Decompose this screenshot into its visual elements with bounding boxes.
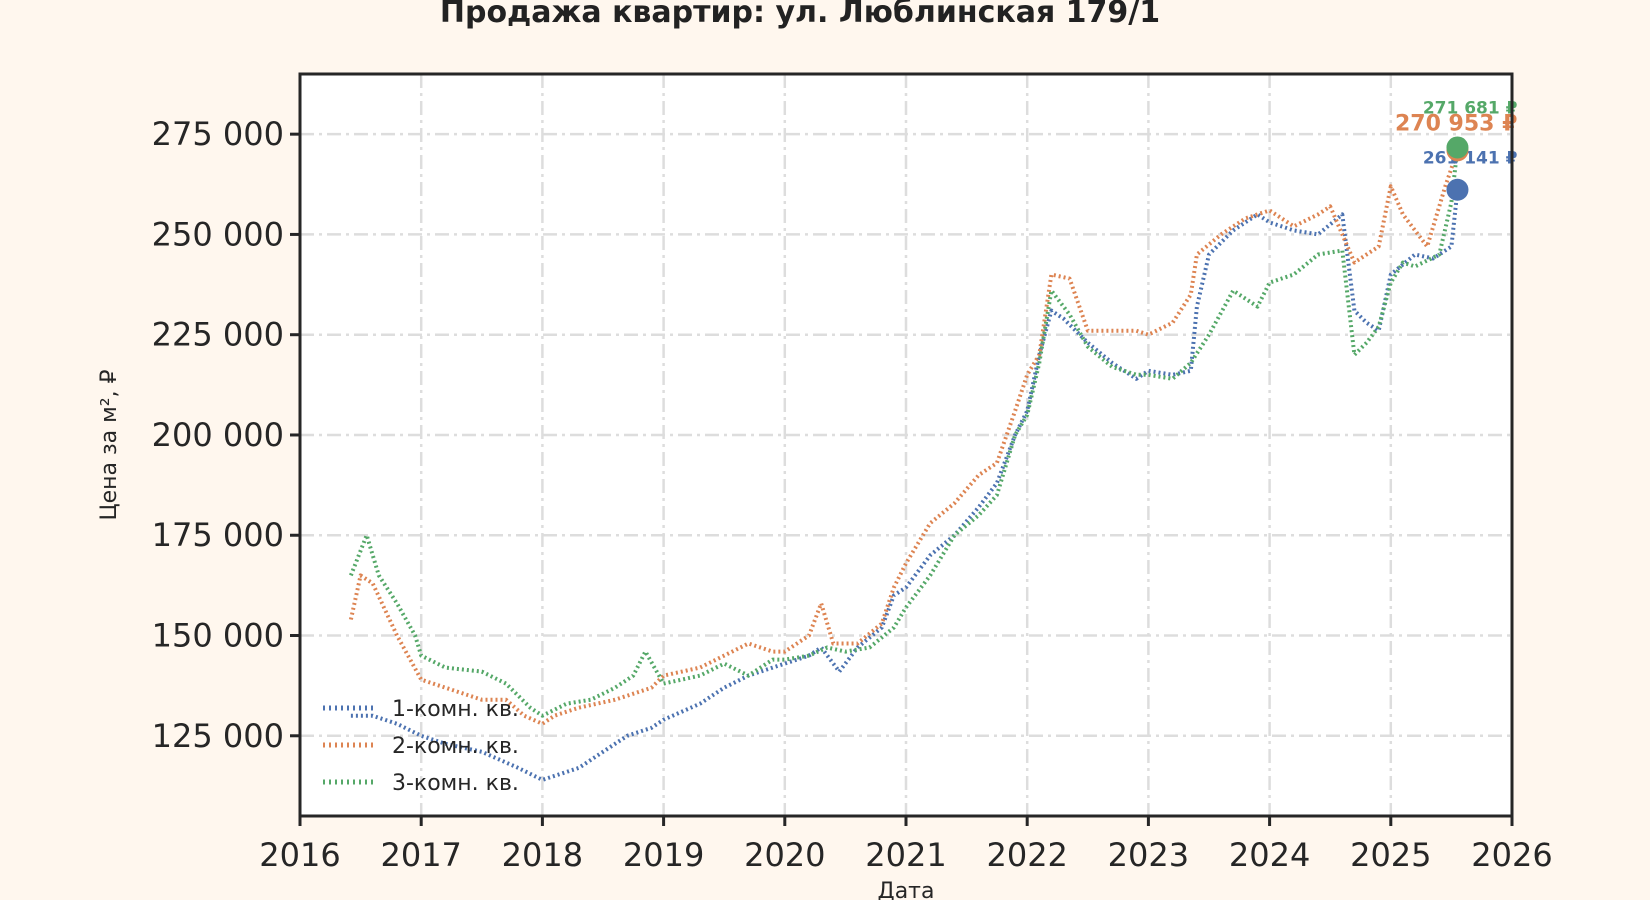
y-tick-label: 150 000 xyxy=(152,617,284,655)
x-tick-label: 2023 xyxy=(1108,836,1189,874)
x-tick-label: 2025 xyxy=(1350,836,1431,874)
end-markers: 261 141 ₽ 270 953 ₽271 681 ₽ xyxy=(1395,98,1518,201)
x-tick-label: 2020 xyxy=(744,836,825,874)
x-tick-label: 2017 xyxy=(380,836,461,874)
x-tick-label: 2016 xyxy=(259,836,340,874)
x-axis-label: Дата xyxy=(878,879,935,900)
y-tick-label: 250 000 xyxy=(152,215,284,253)
legend-label: 2-комн. кв. xyxy=(392,734,519,759)
x-tick-label: 2024 xyxy=(1229,836,1310,874)
x-axis: 2016 2017 2018 2019 2020 2021 2022 2023 2024 2025… xyxy=(259,816,1553,874)
end-point-marker xyxy=(1446,178,1469,201)
legend-label: 1-комн. кв. xyxy=(392,697,519,722)
end-point-marker xyxy=(1446,136,1469,159)
y-axis-label: Цена за м², ₽ xyxy=(97,369,122,520)
y-tick-label: 225 000 xyxy=(152,316,284,354)
y-tick-label: 200 000 xyxy=(152,416,284,454)
end-value-label: 261 141 ₽ xyxy=(1423,149,1518,169)
end-value-label: 270 953 ₽ xyxy=(1395,111,1517,136)
legend-label: 3-комн. кв. xyxy=(392,771,519,796)
y-axis: 125 000 150 000 175 000 200 000 225 000 250 0… xyxy=(152,115,300,755)
end-value-label: 271 681 ₽ xyxy=(1423,98,1518,118)
x-tick-label: 2019 xyxy=(623,836,704,874)
legend: 1-комн. кв. 2-комн. кв. 3-комн. кв. xyxy=(323,697,519,796)
chart-title: Продажа квартир: ул. Люблинская 179/1 xyxy=(440,0,1160,30)
y-tick-label: 125 000 xyxy=(152,717,284,755)
x-tick-label: 2026 xyxy=(1471,836,1552,874)
x-tick-label: 2018 xyxy=(502,836,583,874)
x-tick-label: 2021 xyxy=(865,836,946,874)
series-line xyxy=(349,147,1460,718)
series-line xyxy=(350,189,1460,782)
series-lines xyxy=(348,147,1460,782)
y-tick-label: 175 000 xyxy=(152,516,284,554)
series-line xyxy=(348,149,1460,726)
x-tick-label: 2022 xyxy=(986,836,1067,874)
y-tick-label: 275 000 xyxy=(152,115,284,153)
